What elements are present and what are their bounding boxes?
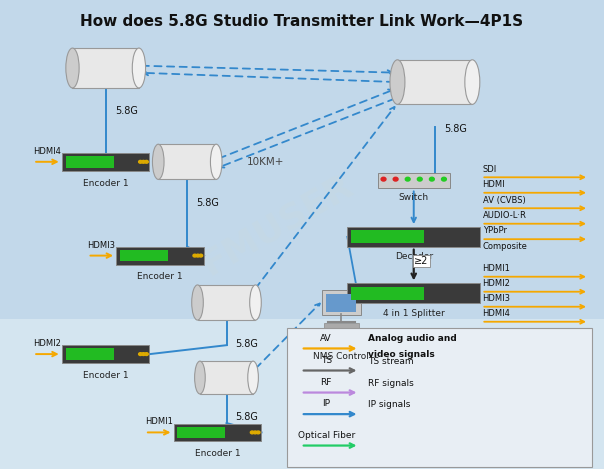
- Text: HDMI1: HDMI1: [145, 417, 173, 426]
- Text: IP: IP: [322, 400, 330, 408]
- Text: How does 5.8G Studio Transmitter Link Work—4P1S: How does 5.8G Studio Transmitter Link Wo…: [80, 14, 524, 29]
- Circle shape: [381, 177, 386, 181]
- FancyBboxPatch shape: [116, 247, 204, 265]
- Text: Composite: Composite: [483, 242, 527, 251]
- Circle shape: [141, 353, 145, 356]
- Text: SDI: SDI: [483, 165, 497, 174]
- Ellipse shape: [249, 285, 262, 320]
- Ellipse shape: [465, 60, 480, 105]
- Text: RF signals: RF signals: [368, 379, 414, 388]
- Circle shape: [138, 160, 143, 163]
- FancyBboxPatch shape: [198, 285, 255, 320]
- FancyBboxPatch shape: [326, 294, 356, 311]
- Text: video signals: video signals: [368, 350, 435, 359]
- FancyBboxPatch shape: [347, 283, 480, 303]
- Text: HDMI4: HDMI4: [483, 310, 510, 318]
- Text: IP signals: IP signals: [368, 401, 411, 409]
- Text: 5.8G: 5.8G: [196, 198, 219, 208]
- Circle shape: [193, 254, 197, 257]
- Text: ≥2: ≥2: [414, 256, 429, 266]
- Text: AV: AV: [320, 334, 332, 343]
- Text: HDMI2: HDMI2: [33, 339, 61, 348]
- FancyBboxPatch shape: [120, 250, 168, 261]
- Text: HDMI1: HDMI1: [483, 265, 510, 273]
- Ellipse shape: [210, 144, 222, 179]
- FancyBboxPatch shape: [72, 48, 139, 88]
- Circle shape: [196, 254, 199, 257]
- FancyBboxPatch shape: [397, 60, 472, 105]
- Text: Encoder 1: Encoder 1: [194, 449, 240, 458]
- Circle shape: [256, 431, 260, 434]
- FancyBboxPatch shape: [347, 227, 480, 247]
- Ellipse shape: [66, 48, 79, 88]
- FancyBboxPatch shape: [351, 287, 424, 300]
- FancyBboxPatch shape: [174, 424, 262, 441]
- Circle shape: [145, 353, 149, 356]
- Text: 10KM+: 10KM+: [247, 157, 284, 167]
- Circle shape: [442, 177, 446, 181]
- FancyBboxPatch shape: [178, 427, 225, 438]
- Ellipse shape: [390, 60, 405, 105]
- Text: Switch: Switch: [399, 193, 429, 202]
- Text: NMS Control: NMS Control: [313, 352, 369, 361]
- FancyBboxPatch shape: [158, 144, 216, 179]
- Circle shape: [145, 160, 149, 163]
- Circle shape: [138, 353, 143, 356]
- FancyBboxPatch shape: [0, 319, 604, 469]
- Text: 5.8G: 5.8G: [236, 412, 259, 422]
- Text: Analog audio and: Analog audio and: [368, 334, 457, 343]
- FancyBboxPatch shape: [66, 156, 114, 167]
- FancyBboxPatch shape: [200, 361, 253, 394]
- Text: Encoder 1: Encoder 1: [137, 272, 183, 281]
- Circle shape: [405, 177, 410, 181]
- Circle shape: [254, 431, 257, 434]
- Text: 5.8G: 5.8G: [236, 339, 259, 348]
- Ellipse shape: [132, 48, 146, 88]
- Text: HDMI: HDMI: [483, 181, 505, 189]
- FancyBboxPatch shape: [378, 173, 450, 188]
- Text: HDMI2: HDMI2: [483, 280, 510, 288]
- Text: Encoder 1: Encoder 1: [83, 371, 129, 380]
- Text: TS stream: TS stream: [368, 357, 414, 366]
- FancyBboxPatch shape: [62, 153, 150, 171]
- Circle shape: [141, 160, 145, 163]
- Text: HDMI3: HDMI3: [88, 241, 115, 250]
- Text: AV (CVBS): AV (CVBS): [483, 196, 525, 205]
- Text: TS: TS: [321, 356, 332, 365]
- Text: AUDIO-L·R: AUDIO-L·R: [483, 212, 527, 220]
- Text: YPbPr: YPbPr: [483, 227, 507, 235]
- Text: RF: RF: [321, 378, 332, 387]
- FancyBboxPatch shape: [324, 323, 359, 329]
- Ellipse shape: [248, 361, 259, 394]
- Text: Optical Fiber: Optical Fiber: [298, 431, 355, 440]
- FancyBboxPatch shape: [322, 290, 361, 315]
- Text: 5.8G: 5.8G: [444, 124, 467, 134]
- FancyBboxPatch shape: [66, 348, 114, 360]
- Ellipse shape: [191, 285, 204, 320]
- Text: Decoder: Decoder: [394, 252, 433, 261]
- Circle shape: [250, 431, 254, 434]
- Ellipse shape: [152, 144, 164, 179]
- Circle shape: [417, 177, 422, 181]
- FancyBboxPatch shape: [351, 230, 424, 243]
- Text: HDMI3: HDMI3: [483, 295, 510, 303]
- Circle shape: [393, 177, 398, 181]
- Text: 4 in 1 Splitter: 4 in 1 Splitter: [383, 309, 445, 318]
- Circle shape: [429, 177, 434, 181]
- FancyBboxPatch shape: [287, 328, 592, 467]
- Text: 5.8G: 5.8G: [115, 106, 138, 115]
- Text: HDMI4: HDMI4: [33, 147, 61, 156]
- FancyBboxPatch shape: [62, 345, 150, 363]
- Text: Encoder 1: Encoder 1: [83, 179, 129, 188]
- Circle shape: [199, 254, 203, 257]
- Ellipse shape: [194, 361, 205, 394]
- Text: FMUSER: FMUSER: [196, 168, 359, 282]
